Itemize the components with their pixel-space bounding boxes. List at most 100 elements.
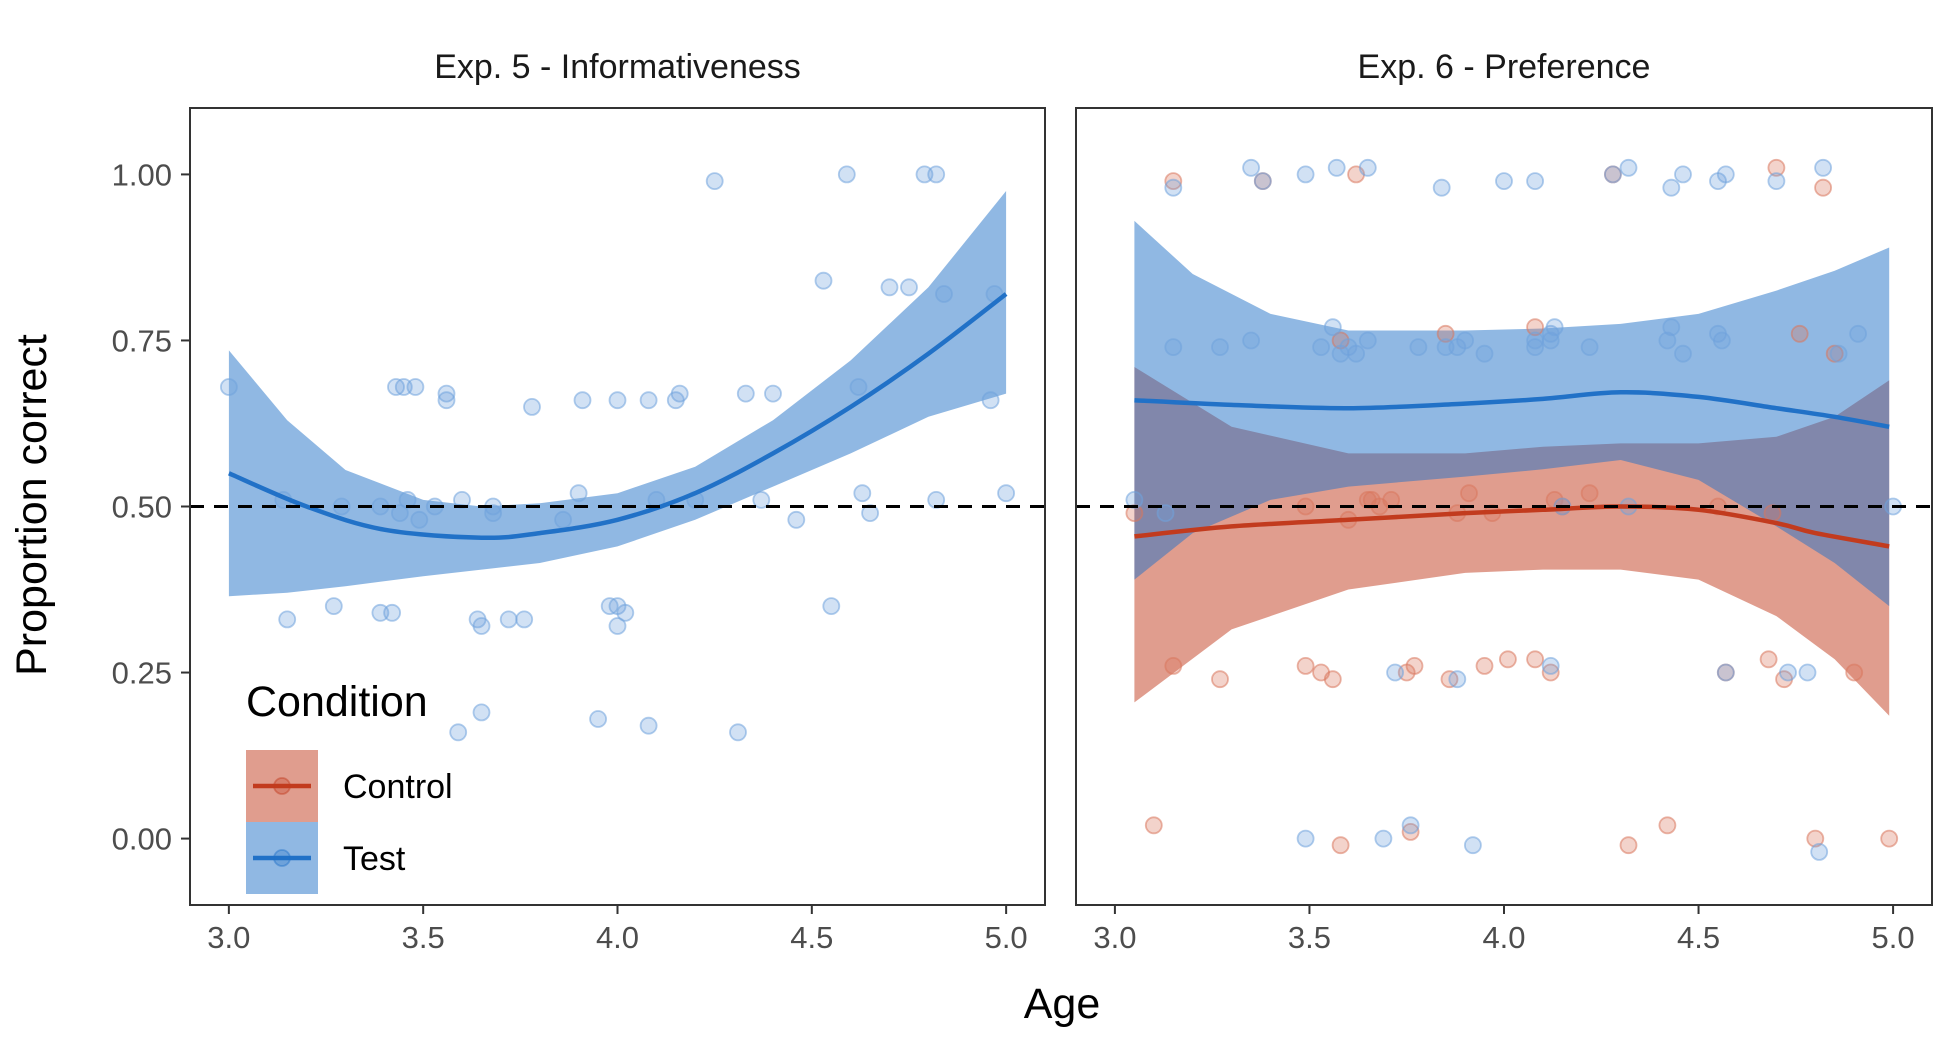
data-point-control [1658, 816, 1677, 835]
legend-label: Test [343, 840, 406, 878]
x-axis-title: Age [1024, 980, 1101, 1028]
data-point-test [1475, 344, 1494, 363]
data-point-test [1164, 178, 1183, 197]
data-point-control [1211, 670, 1229, 689]
data-point-control [1790, 324, 1809, 343]
data-point-test [1386, 663, 1404, 682]
data-point-test [1829, 344, 1848, 363]
data-point-test [927, 165, 946, 184]
data-point-test [736, 384, 755, 403]
data-point-control [1331, 836, 1350, 855]
data-point-test [997, 484, 1015, 503]
data-point-test [1253, 172, 1272, 191]
data-point-test [705, 172, 724, 191]
x-tick-label: 3.0 [1093, 920, 1136, 955]
data-point-test [1604, 165, 1622, 184]
data-point-test [1327, 158, 1346, 177]
data-point-test [406, 378, 425, 396]
confidence-band-test [228, 191, 1007, 597]
y-axis-title: Proportion correct [8, 334, 56, 676]
data-point-test [764, 384, 782, 403]
x-tick-label: 3.5 [402, 920, 445, 955]
data-point-control [1475, 657, 1494, 675]
data-point-test [1242, 158, 1260, 177]
data-point-test [849, 378, 868, 396]
data-point-test [837, 165, 856, 184]
data-point-control [1296, 657, 1315, 675]
data-point-test [814, 271, 833, 290]
y-tick-label: 0.75 [112, 323, 172, 358]
data-point-test [1849, 324, 1867, 343]
data-point-test [1495, 172, 1513, 191]
data-point-test [523, 397, 541, 416]
data-point-control [1164, 172, 1183, 191]
y-tick-label: 0.25 [112, 656, 172, 691]
data-point-test [437, 391, 456, 410]
data-point-test [515, 610, 534, 629]
data-point-test [1779, 663, 1797, 682]
legend-title: Condition [246, 678, 428, 726]
y-tick-label: 0.50 [112, 490, 172, 525]
data-point-control [1526, 318, 1544, 337]
x-tick-label: 4.0 [1482, 920, 1525, 955]
data-point-test [639, 391, 658, 410]
panel-1: Exp. 5 - Informativeness 3.0 3.5 4.0 4.5 5.0 0… [112, 48, 1046, 955]
x-tick-label: 5.0 [1872, 920, 1915, 955]
data-point-test [1242, 331, 1260, 350]
data-point-control [1806, 829, 1825, 848]
data-point-test [1814, 158, 1832, 177]
data-point-test [573, 391, 592, 410]
data-point-test [1526, 172, 1544, 191]
data-point-test [822, 597, 841, 615]
data-point-test [472, 703, 491, 722]
data-point-control [1619, 836, 1638, 855]
data-point-control [1845, 663, 1864, 682]
data-point-test [324, 597, 343, 615]
data-point-test [900, 278, 918, 297]
data-point-control [1164, 657, 1183, 675]
fit-line-test [1134, 390, 1890, 430]
fit-line-control [1134, 504, 1890, 549]
panel-2: Exp. 6 - Preference 3.0 3.5 4.0 4.5 5.0 [1075, 48, 1933, 955]
data-point-test [1323, 318, 1342, 337]
x-tick-label: 4.5 [1677, 920, 1720, 955]
data-point-test [1526, 331, 1544, 350]
data-point-control [1323, 670, 1342, 689]
confidence-band-test [1134, 220, 1890, 607]
panels-layer: Exp. 5 - Informativeness 3.0 3.5 4.0 4.5 5.0 0… [112, 48, 1933, 955]
data-point-test [1580, 338, 1599, 357]
data-point-test [853, 484, 872, 503]
data-point-test [1541, 331, 1560, 350]
data-point-test [1211, 338, 1229, 357]
data-point-test [1526, 338, 1544, 357]
data-point-test [1658, 331, 1677, 350]
legend-key-point [273, 777, 291, 795]
data-point-test [219, 378, 238, 396]
data-point-test [437, 384, 456, 403]
data-point-control [1401, 823, 1420, 841]
legend: Condition Control Test [246, 678, 453, 894]
data-point-test [639, 716, 658, 735]
legend-label: Control [343, 768, 453, 806]
fit-line-test [228, 292, 1008, 541]
data-point-test [449, 723, 468, 742]
data-point-test [935, 285, 953, 303]
data-point-test [1662, 318, 1681, 337]
data-point-test [1448, 670, 1467, 689]
data-point-test [554, 510, 572, 529]
data-point-control [1580, 484, 1599, 503]
x-tick-label: 4.5 [790, 920, 833, 955]
data-point-test [1409, 338, 1428, 357]
data-point-test [589, 710, 607, 728]
data-point-control [1436, 324, 1455, 343]
data-point-control [1405, 657, 1424, 675]
legend-key-point [273, 849, 291, 867]
data-point-test [608, 391, 627, 410]
data-point-test [1401, 816, 1420, 835]
data-point-test [729, 723, 747, 742]
data-point-test [484, 504, 503, 522]
data-point-test [1674, 165, 1692, 184]
x-tick-label: 5.0 [985, 920, 1028, 955]
data-point-control [1814, 178, 1832, 197]
legend-entry-test: Test [246, 822, 406, 894]
